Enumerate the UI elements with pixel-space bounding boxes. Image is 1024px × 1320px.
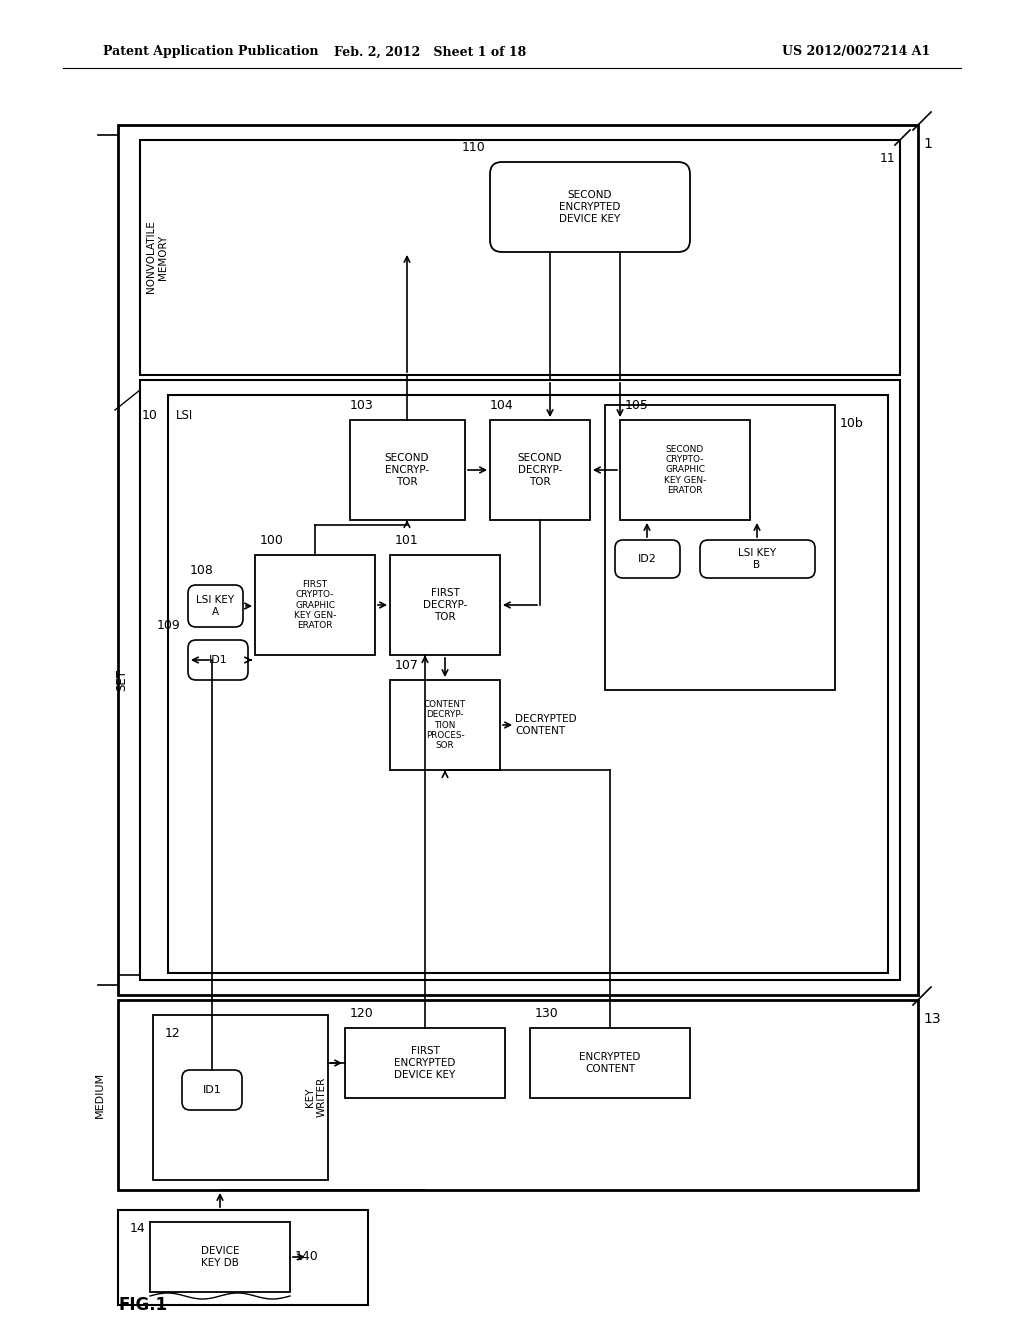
Text: DEVICE
KEY DB: DEVICE KEY DB [201, 1246, 240, 1267]
Text: 140: 140 [295, 1250, 318, 1263]
Bar [620, 420, 750, 520]
Bar [150, 1222, 290, 1292]
FancyBboxPatch shape [615, 540, 680, 578]
Text: 10b: 10b [840, 417, 864, 430]
Text: 120: 120 [350, 1007, 374, 1020]
Text: 110: 110 [461, 141, 485, 154]
Bar [345, 1028, 505, 1098]
Text: KEY
WRITER: KEY WRITER [305, 1077, 327, 1117]
Text: SECOND
DECRYP-
TOR: SECOND DECRYP- TOR [518, 453, 562, 487]
Text: 130: 130 [535, 1007, 559, 1020]
Text: 108: 108 [190, 564, 214, 577]
Bar [390, 554, 500, 655]
FancyBboxPatch shape [188, 640, 248, 680]
Text: CONTENT
DECRYP-
TION
PROCES-
SOR: CONTENT DECRYP- TION PROCES- SOR [424, 700, 466, 750]
Text: ID2: ID2 [638, 554, 656, 564]
Text: DECRYPTED
CONTENT: DECRYPTED CONTENT [515, 714, 577, 735]
Text: 104: 104 [490, 399, 514, 412]
Text: ENCRYPTED
CONTENT: ENCRYPTED CONTENT [580, 1052, 641, 1073]
Text: LSI KEY
A: LSI KEY A [196, 595, 234, 616]
Text: 1: 1 [923, 137, 932, 150]
Text: 11: 11 [880, 152, 895, 165]
Bar [140, 380, 900, 979]
FancyBboxPatch shape [188, 585, 243, 627]
Text: 107: 107 [395, 659, 419, 672]
Text: 13: 13 [923, 1012, 941, 1026]
Bar [350, 420, 465, 520]
Bar [118, 125, 918, 995]
Text: LSI: LSI [176, 409, 194, 422]
Text: ID1: ID1 [203, 1085, 221, 1096]
Text: SECOND
ENCRYPTED
DEVICE KEY: SECOND ENCRYPTED DEVICE KEY [559, 190, 621, 223]
Bar [530, 1028, 690, 1098]
Text: 109: 109 [157, 619, 180, 632]
Bar [118, 1210, 368, 1305]
Text: SECOND
ENCRYP-
TOR: SECOND ENCRYP- TOR [385, 453, 429, 487]
Text: FIRST
DECRYP-
TOR: FIRST DECRYP- TOR [423, 589, 467, 622]
Text: MEDIUM: MEDIUM [95, 1072, 105, 1118]
Text: LSI KEY
B: LSI KEY B [738, 548, 776, 570]
Text: ID1: ID1 [209, 655, 227, 665]
Text: 14: 14 [130, 1222, 145, 1236]
Text: 105: 105 [625, 399, 649, 412]
Text: 10: 10 [142, 409, 158, 422]
Text: FIRST
ENCRYPTED
DEVICE KEY: FIRST ENCRYPTED DEVICE KEY [394, 1047, 456, 1080]
Text: Patent Application Publication: Patent Application Publication [103, 45, 318, 58]
Text: SECOND
CRYPTO-
GRAPHIC
KEY GEN-
ERATOR: SECOND CRYPTO- GRAPHIC KEY GEN- ERATOR [664, 445, 707, 495]
Bar [140, 140, 900, 375]
Text: FIRST
CRYPTO-
GRAPHIC
KEY GEN-
ERATOR: FIRST CRYPTO- GRAPHIC KEY GEN- ERATOR [294, 579, 336, 630]
Bar [168, 395, 888, 973]
Bar [490, 420, 590, 520]
Bar [153, 1015, 328, 1180]
Text: 12: 12 [165, 1027, 181, 1040]
Text: SET: SET [116, 669, 128, 690]
FancyBboxPatch shape [700, 540, 815, 578]
Text: FIG.1: FIG.1 [118, 1296, 167, 1313]
Text: 101: 101 [395, 535, 419, 546]
Bar [605, 405, 835, 690]
Text: Feb. 2, 2012   Sheet 1 of 18: Feb. 2, 2012 Sheet 1 of 18 [334, 45, 526, 58]
Text: 100: 100 [260, 535, 284, 546]
FancyBboxPatch shape [182, 1071, 242, 1110]
Bar [118, 1001, 918, 1191]
Text: 103: 103 [350, 399, 374, 412]
Bar [255, 554, 375, 655]
Bar [390, 680, 500, 770]
Text: NONVOLATILE
MEMORY: NONVOLATILE MEMORY [146, 220, 168, 293]
Text: US 2012/0027214 A1: US 2012/0027214 A1 [781, 45, 930, 58]
FancyBboxPatch shape [490, 162, 690, 252]
